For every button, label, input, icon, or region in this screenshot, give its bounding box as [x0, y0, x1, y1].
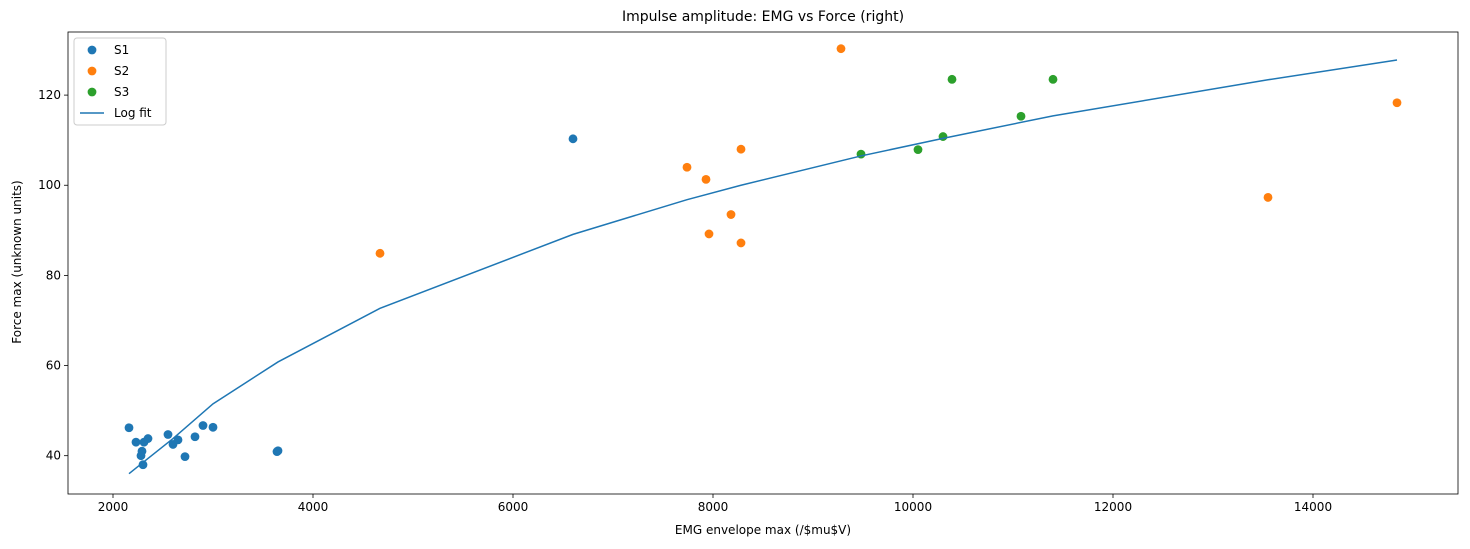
legend-marker-s1: [87, 45, 97, 55]
legend-label-log-fit: Log fit: [114, 106, 152, 120]
axes-frame: [67, 31, 1459, 495]
x-tick-label: 2000: [98, 500, 129, 514]
y-tick-label: 80: [46, 268, 61, 282]
data-point-s1: [138, 460, 148, 470]
data-point-s1: [190, 432, 200, 442]
data-point-s1: [180, 452, 190, 461]
legend-label-s2: S2: [114, 64, 129, 78]
data-point-s1: [131, 437, 141, 447]
legend-label-s3: S3: [114, 85, 129, 99]
y-tick-label: 100: [38, 178, 61, 192]
data-point-s2: [736, 144, 746, 154]
data-point-s2: [836, 44, 846, 54]
y-tick-label: 60: [46, 359, 61, 373]
data-point-s2: [375, 248, 385, 258]
data-point-s2: [1263, 193, 1273, 202]
data-point-s3: [947, 74, 957, 84]
data-point-s3: [1048, 74, 1058, 84]
data-point-s1: [163, 430, 173, 439]
y-tick-label: 40: [46, 449, 61, 463]
plot-area: 2000 4000 6000 8000 10000 12000 14000 40 60 80 100…: [38, 31, 1459, 514]
legend-marker-s2: [87, 66, 97, 76]
x-tick-label: 12000: [1094, 500, 1132, 514]
legend-marker-s3: [87, 87, 97, 97]
x-tick-label: 4000: [298, 500, 329, 514]
x-tick-label: 10000: [894, 500, 932, 514]
data-point-s2: [701, 174, 711, 184]
data-point-s1: [173, 435, 183, 445]
data-point-s2: [682, 162, 692, 172]
chart-title: Impulse amplitude: EMG vs Force (right): [622, 9, 904, 25]
y-axis-label: Force max (unknown units): [10, 180, 24, 343]
series-line-log-fit: [128, 59, 1398, 475]
x-tick-label: 6000: [498, 500, 529, 514]
data-point-s2: [1392, 98, 1402, 108]
x-tick-label: 14000: [1294, 500, 1332, 514]
x-axis-label: EMG envelope max (/$mu$V): [675, 523, 851, 537]
data-point-s3: [913, 145, 923, 155]
data-point-s1: [568, 134, 578, 144]
data-point-s2: [704, 229, 714, 239]
legend-box: [73, 37, 167, 126]
data-point-s2: [726, 210, 736, 219]
data-point-s1: [124, 423, 134, 433]
data-point-s1: [208, 422, 218, 432]
data-point-s1: [137, 446, 147, 456]
y-tick-label: 120: [38, 88, 61, 102]
data-point-s1: [143, 434, 153, 443]
data-point-s1: [273, 446, 283, 456]
x-tick-label: 8000: [698, 500, 729, 514]
data-point-s2: [736, 238, 746, 248]
data-point-s1: [198, 421, 208, 430]
data-point-s3: [1016, 111, 1026, 121]
legend-label-s1: S1: [114, 43, 129, 57]
